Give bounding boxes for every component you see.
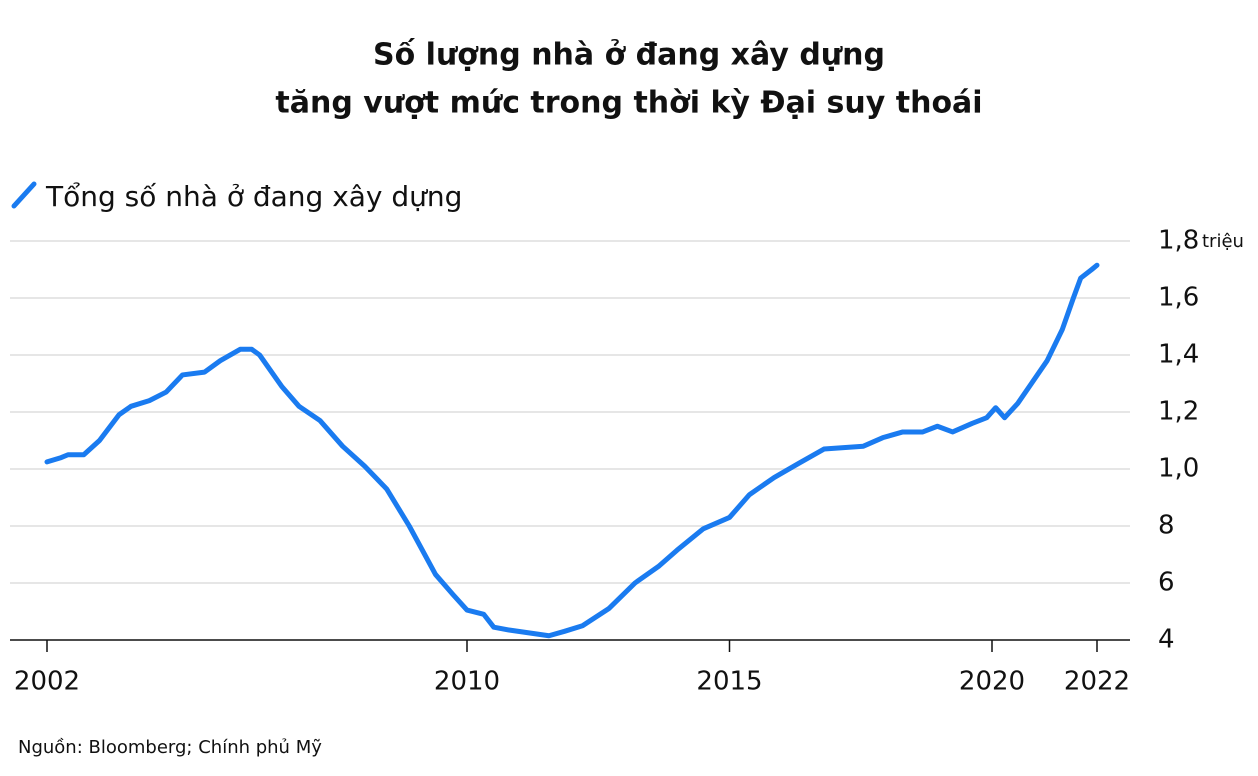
x-tick-label: 2010 [434,667,500,697]
y-tick-label: 1,8 [1158,226,1199,256]
y-tick-label: 4 [1158,625,1175,655]
x-tick-label: 2002 [14,667,80,697]
line [44,262,1100,639]
x-tick-label: 2020 [959,667,1025,697]
y-tick-label: 1,2 [1158,397,1199,427]
chart-title: tăng vượt mức trong thời kỳ Đại suy thoá… [275,86,982,121]
legend-swatch [11,181,37,209]
y-unit: triệu [1202,231,1244,252]
y-tick-label: 8 [1158,511,1175,541]
y-tick-label: 1,6 [1158,283,1199,313]
y-tick-label: 1,4 [1158,340,1199,370]
chart-title: Số lượng nhà ở đang xây dựng [373,38,885,73]
legend-label: Tổng số nhà ở đang xây dựng [45,180,462,213]
y-tick-label: 1,0 [1158,454,1199,484]
x-tick-label: 2022 [1064,667,1130,697]
source: Nguồn: Bloomberg; Chính phủ Mỹ [18,737,322,758]
x-tick-label: 2015 [696,667,762,697]
y-tick-label: 6 [1158,568,1175,598]
